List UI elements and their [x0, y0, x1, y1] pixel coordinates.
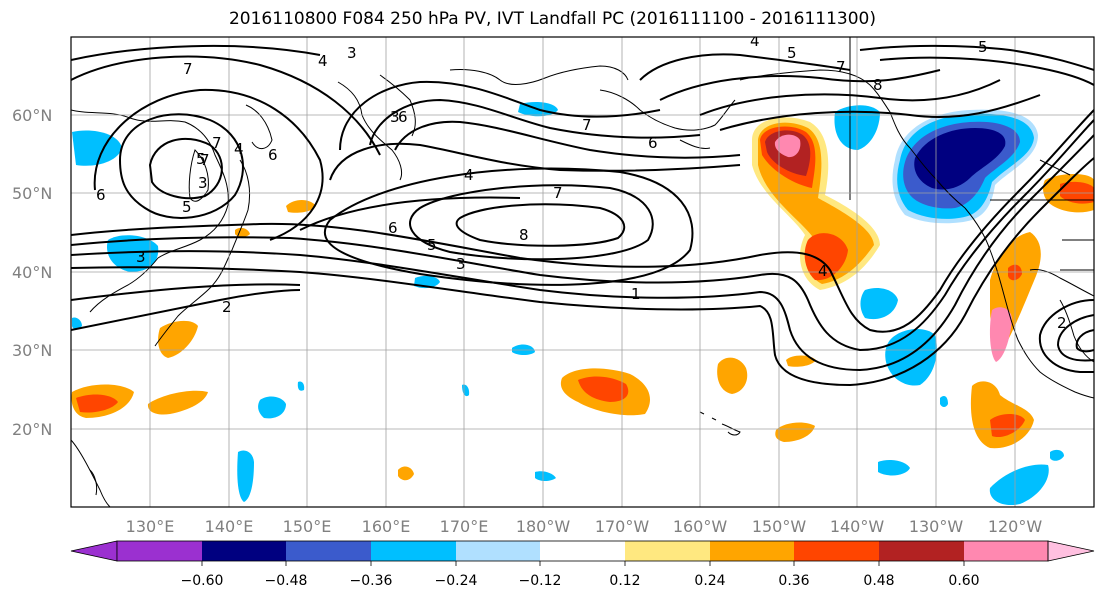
latitude-labels: 60°N 50°N 40°N 30°N 20°N: [12, 106, 52, 439]
colorbar-tick-label: 0.12: [609, 573, 640, 589]
contour-labels: 7 4 3 4 5 7 6 6 3 5 7 4 7 6 3 6 5 4 7 6 …: [96, 32, 1067, 332]
contour-label: 8: [873, 76, 883, 94]
graticule: [71, 37, 1094, 507]
contour-label: 6: [648, 134, 658, 152]
contour-label: 6: [268, 146, 278, 164]
contour-label: 7: [200, 151, 210, 169]
lon-label: 150°E: [283, 517, 332, 536]
contour-label: 7: [582, 116, 592, 134]
contour-label: 5: [196, 150, 206, 168]
lat-label: 60°N: [12, 106, 52, 125]
contour-label: 7: [553, 184, 563, 202]
contour-label: 2: [1057, 314, 1067, 332]
colorbar-tick-label: −0.60: [181, 573, 224, 589]
colorbar-tick-label: −0.12: [519, 573, 562, 589]
contour-label: 5: [978, 38, 988, 56]
contour-label: 6: [96, 186, 106, 204]
lon-label: 170°E: [440, 517, 489, 536]
longitude-labels: 130°E 140°E 150°E 160°E 170°E 180°W 170°…: [126, 517, 1043, 536]
contour-label: 1: [631, 285, 641, 303]
colorbar-tick-label: 0.48: [863, 573, 894, 589]
colorbar-tick-label: 0.36: [778, 573, 809, 589]
contour-label: 3: [456, 255, 466, 273]
contour-label: 6: [388, 219, 398, 237]
lat-label: 30°N: [12, 341, 52, 360]
contour-label: 4: [750, 32, 760, 50]
lat-label: 20°N: [12, 420, 52, 439]
map-title: 2016110800 F084 250 hPa PV, IVT Landfall…: [228, 9, 876, 29]
lat-label: 50°N: [12, 184, 52, 203]
pv-contours: [71, 44, 1094, 387]
contour-label: 4: [464, 166, 474, 184]
lon-label: 140°E: [205, 517, 254, 536]
colorbar: −0.60 −0.48 −0.36 −0.24 −0.12 0.12 0.24 …: [70, 540, 1095, 589]
lon-label: 130°W: [909, 517, 964, 536]
contour-label: 7: [836, 58, 846, 76]
contour-label: 3: [198, 174, 208, 192]
map-frame: [70, 36, 1095, 508]
lon-label: 150°W: [752, 517, 807, 536]
lon-label: 160°E: [362, 517, 411, 536]
contour-label: 4: [818, 262, 828, 280]
lon-label: 130°E: [126, 517, 175, 536]
colorbar-tick-label: 0.60: [948, 573, 979, 589]
contour-label: 7: [212, 134, 222, 152]
contour-label: 5: [182, 198, 192, 216]
contour-label: 3: [136, 248, 146, 266]
colorbar-tick-label: −0.36: [350, 573, 393, 589]
lon-label: 140°W: [830, 517, 885, 536]
lon-label: 160°W: [673, 517, 728, 536]
contour-label: 8: [519, 226, 529, 244]
contour-label: 4: [234, 140, 244, 158]
contour-label: 6: [398, 108, 408, 126]
contour-label: 5: [787, 44, 797, 62]
colorbar-tick-label: −0.48: [265, 573, 308, 589]
contour-label: 2: [222, 298, 232, 316]
lon-label: 170°W: [595, 517, 650, 536]
colorbar-tick-label: −0.24: [435, 573, 478, 589]
lat-label: 40°N: [12, 263, 52, 282]
contour-label: 4: [318, 52, 328, 70]
contour-label: 7: [183, 60, 193, 78]
lon-label: 120°W: [988, 517, 1043, 536]
contour-label: 3: [390, 108, 400, 126]
lon-label: 180°W: [516, 517, 571, 536]
contour-label: 5: [427, 236, 437, 254]
contour-label: 3: [347, 44, 357, 62]
colorbar-tick-label: 0.24: [694, 573, 725, 589]
